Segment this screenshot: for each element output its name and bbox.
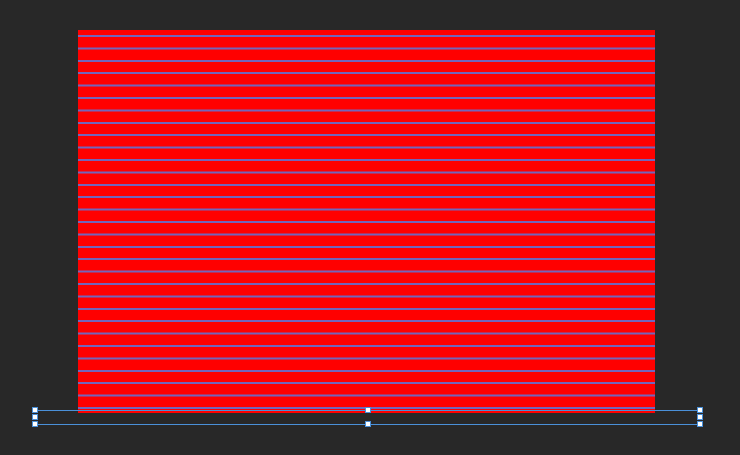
resize-handle-bottom-left[interactable] — [32, 421, 38, 427]
resize-handle-top-left[interactable] — [32, 407, 38, 413]
resize-handle-middle-right[interactable] — [697, 414, 703, 420]
striped-rectangle-shape[interactable] — [78, 30, 655, 413]
resize-handle-top-center[interactable] — [365, 407, 371, 413]
resize-handle-bottom-center[interactable] — [365, 421, 371, 427]
resize-handle-top-right[interactable] — [697, 407, 703, 413]
resize-handle-middle-left[interactable] — [32, 414, 38, 420]
resize-handle-bottom-right[interactable] — [697, 421, 703, 427]
